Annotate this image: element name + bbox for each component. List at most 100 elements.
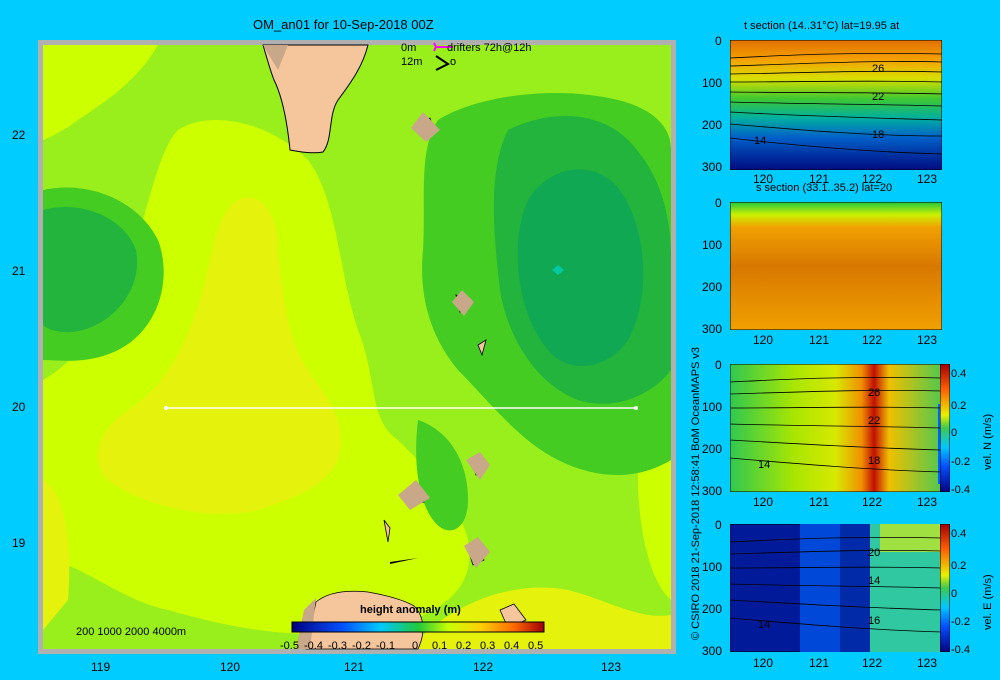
colorbar-tick: -0.4 (304, 640, 323, 652)
section-x-tick: 123 (917, 172, 938, 186)
vel-e-band (800, 524, 840, 652)
island (398, 480, 430, 510)
section-x-tick: 120 (753, 495, 774, 509)
vel-e-contour-label: 14 (758, 619, 770, 631)
section-x-tick: 122 (862, 333, 883, 347)
section-y-tick: 100 (702, 560, 723, 574)
vel-e-contour-label: 20 (868, 547, 880, 559)
vel-n-section-panel[interactable]: 26 22 18 14 (730, 364, 942, 492)
vel-n-contour-label: 18 (868, 455, 880, 467)
vel-n-colorbar (940, 364, 950, 492)
section-y-tick: 100 (702, 238, 723, 252)
section-y-tick: 200 (702, 118, 723, 132)
section-y-tick: 0 (715, 196, 722, 210)
vel-n-cbar-tick: -0.2 (951, 456, 970, 468)
section-y-tick: 300 (702, 644, 723, 658)
section-line-start[interactable] (164, 406, 168, 410)
colorbar-tick: 0.1 (432, 640, 448, 652)
colorbar (291, 621, 545, 633)
island (466, 452, 490, 480)
colorbar-tick: 0 (412, 640, 419, 652)
vel-n-contour-label: 26 (868, 387, 880, 399)
vel-e-section-panel[interactable]: 20 14 16 14 (730, 524, 942, 652)
vel-e-cbar-tick: 0.4 (951, 528, 967, 540)
colorbar-tick: -0.5 (280, 640, 299, 652)
island (390, 558, 418, 564)
section-y-tick: 300 (702, 322, 723, 336)
section-y-tick: 300 (702, 160, 723, 174)
map-y-tick: 20 (12, 400, 26, 414)
map-x-tick: 122 (473, 660, 494, 674)
map-x-tick: 121 (344, 660, 365, 674)
map-x-tick: 120 (220, 660, 241, 674)
vel-n-cbar-tick: 0 (951, 427, 958, 439)
vel-e-cbar-tick: -0.2 (951, 616, 970, 628)
section-x-tick: 120 (753, 333, 774, 347)
section-y-tick: 100 (702, 400, 723, 414)
island (452, 290, 474, 316)
vel-e-colorbar (940, 524, 950, 652)
vel-n-contour-label: 14 (758, 459, 770, 471)
island (477, 339, 487, 357)
anomaly-core-yellow-southeast (418, 587, 671, 649)
section-y-tick: 100 (702, 76, 723, 90)
section-x-tick: 120 (753, 656, 774, 670)
vel-e-contour-label: 16 (868, 615, 880, 627)
vel-n-cbar-tick: 0.4 (951, 368, 967, 380)
taiwan-shelf (263, 45, 288, 70)
s-section-panel[interactable] (730, 202, 942, 330)
map-x-tick: 119 (91, 660, 111, 674)
section-y-tick: 0 (715, 34, 722, 48)
vel-e-cbar-tick: 0 (951, 588, 958, 600)
anomaly-low-east-band (416, 420, 468, 531)
main-map[interactable] (38, 40, 676, 654)
vel-e-cbar-tick: 0.2 (951, 560, 967, 572)
legend-depth-0m: 0m (401, 42, 417, 54)
section-y-tick: 200 (702, 602, 723, 616)
map-y-tick: 22 (12, 128, 26, 142)
map-y-tick: 19 (12, 536, 26, 550)
section-y-tick: 200 (702, 442, 723, 456)
vel-n-cbar-tick: -0.4 (951, 484, 970, 496)
t-contour-label: 18 (872, 129, 884, 141)
legend-drifters-label: drifters 72h@12h (447, 42, 532, 54)
drifter-arrow-0m-icon (433, 42, 453, 52)
section-x-tick: 120 (753, 172, 774, 186)
colorbar-title: height anomaly (m) (360, 604, 461, 616)
section-x-tick: 123 (917, 333, 938, 347)
anomaly-core-yellow (97, 197, 341, 514)
vel-n-cbar-tick: 0.2 (951, 400, 967, 412)
section-x-tick: 122 (862, 495, 883, 509)
section-x-tick: 121 (809, 656, 830, 670)
vel-e-band (840, 524, 870, 652)
vel-e-cbar-tick: -0.4 (951, 644, 970, 656)
section-y-tick: 0 (715, 518, 722, 532)
island (383, 519, 391, 543)
section-line-end[interactable] (634, 406, 638, 410)
map-x-tick: 123 (601, 660, 622, 674)
section-y-tick: 0 (715, 358, 722, 372)
t-section-title: t section (14..31°C) lat=19.95 at (744, 20, 900, 32)
anomaly-low-west-core (43, 206, 138, 333)
island (411, 112, 440, 142)
vel-e-contours (730, 536, 942, 633)
anomaly-lobe-yellowgreen (43, 45, 158, 140)
vel-n-colorbar-label: vel. N (m/s) (982, 413, 994, 470)
colorbar-tick: 0.2 (456, 640, 472, 652)
s-section-title: s section (33.1..35.2) lat=20 (756, 182, 893, 194)
section-x-tick: 121 (809, 172, 830, 186)
colorbar-tick: -0.2 (352, 640, 371, 652)
colorbar-tick: 0.3 (480, 640, 496, 652)
t-contours (730, 52, 942, 155)
section-x-tick: 121 (809, 333, 830, 347)
section-y-tick: 200 (702, 280, 723, 294)
section-x-tick: 123 (917, 495, 938, 509)
colorbar-tick: 0.5 (528, 640, 544, 652)
t-section-panel[interactable]: 26 22 18 14 (730, 40, 942, 170)
section-x-tick: 122 (862, 656, 883, 670)
map-title: OM_an01 for 10-Sep-2018 00Z (253, 17, 434, 32)
vel-e-colorbar-label: vel. E (m/s) (982, 574, 994, 630)
drifter-marker (552, 265, 564, 275)
island (464, 537, 490, 568)
credit-text: © CSIRO 2018 21-Sep-2018 12:58:41 BoM Oc… (690, 346, 702, 640)
